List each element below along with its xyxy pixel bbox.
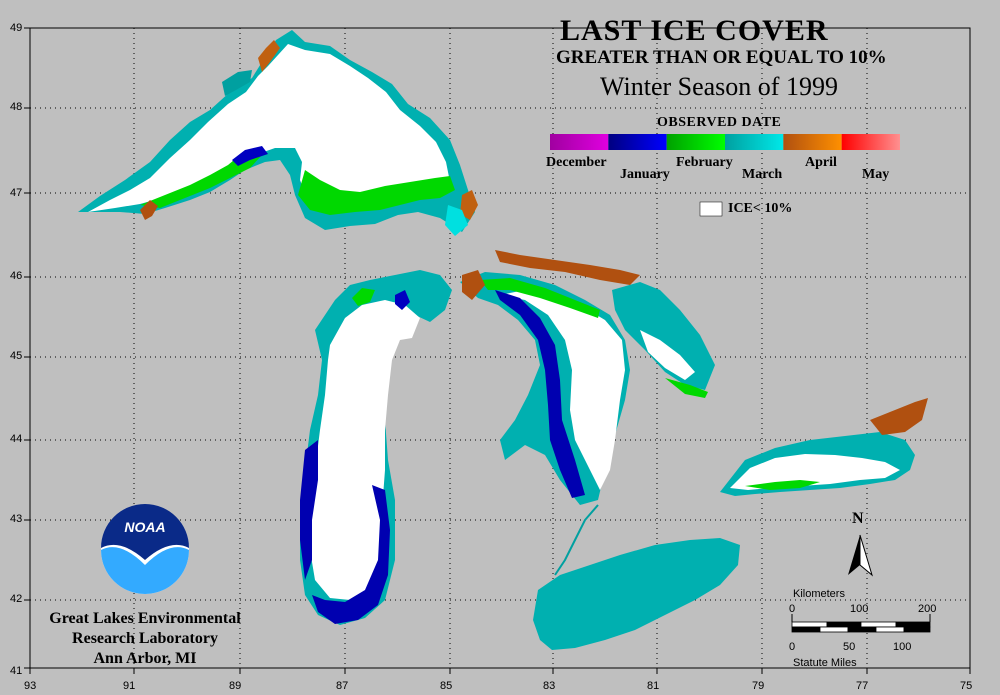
lon-label: 93 bbox=[24, 680, 37, 692]
season-label: Winter Season of 1999 bbox=[600, 72, 838, 101]
north-arrow bbox=[848, 534, 873, 577]
scale-km-tick: 200 bbox=[918, 603, 937, 615]
lake-ontario bbox=[720, 398, 928, 496]
scale-km-tick: 100 bbox=[850, 603, 869, 615]
detroit-river bbox=[554, 504, 599, 576]
lat-label: 46 bbox=[10, 270, 23, 282]
lat-label: 45 bbox=[10, 350, 23, 362]
ice-lt10-label: ICE< 10% bbox=[728, 201, 793, 216]
scale-mi-tick: 50 bbox=[843, 641, 856, 653]
legend-month-march: March bbox=[742, 167, 783, 182]
lon-label: 81 bbox=[647, 680, 660, 692]
lon-label: 85 bbox=[440, 680, 453, 692]
legend-month-december: December bbox=[546, 155, 607, 170]
legend-swatch-january bbox=[608, 134, 667, 150]
legend-heading: OBSERVED DATE bbox=[657, 115, 782, 130]
credit-line-3: Ann Arbor, MI bbox=[93, 650, 197, 667]
lake-michigan bbox=[300, 270, 452, 625]
scale-km-tick: 0 bbox=[789, 603, 796, 615]
lat-label: 42 bbox=[10, 593, 23, 605]
legend-month-may: May bbox=[862, 167, 890, 182]
legend-swatch-may bbox=[841, 134, 900, 150]
legend-swatch-april bbox=[783, 134, 842, 150]
legend-month-february: February bbox=[676, 155, 733, 170]
scale-bar bbox=[791, 614, 931, 633]
lon-label: 91 bbox=[123, 680, 136, 692]
lon-label: 75 bbox=[960, 680, 973, 692]
lat-label: 41 bbox=[10, 665, 23, 677]
scale-mi-tick: 100 bbox=[893, 641, 912, 653]
map-title: LAST ICE COVER bbox=[560, 14, 829, 47]
lat-label: 44 bbox=[10, 433, 23, 445]
lon-label: 89 bbox=[229, 680, 242, 692]
lat-label: 47 bbox=[10, 187, 23, 199]
observed-date-color-bar bbox=[550, 134, 900, 150]
legend-month-april: April bbox=[805, 155, 837, 170]
noaa-logo-text: NOAA bbox=[124, 519, 165, 535]
lake-huron bbox=[460, 250, 715, 505]
legend-swatch-february bbox=[666, 134, 725, 150]
scale-km-label: Kilometers bbox=[793, 588, 845, 600]
lat-label: 43 bbox=[10, 513, 23, 525]
lon-label: 83 bbox=[543, 680, 556, 692]
ice-lt10-swatch bbox=[699, 201, 723, 217]
noaa-logo: NOAA bbox=[101, 504, 189, 594]
lon-label: 77 bbox=[856, 680, 869, 692]
credit-line-2: Research Laboratory bbox=[72, 630, 218, 647]
legend-month-january: January bbox=[620, 167, 670, 182]
lat-label: 48 bbox=[10, 101, 23, 113]
lake-superior bbox=[78, 30, 478, 236]
scale-mi-label: Statute Miles bbox=[793, 657, 857, 669]
scale-mi-tick: 0 bbox=[789, 641, 796, 653]
lon-label: 87 bbox=[336, 680, 349, 692]
legend-swatch-march bbox=[725, 134, 784, 150]
north-label: N bbox=[852, 510, 864, 527]
map-subtitle: GREATER THAN OR EQUAL TO 10% bbox=[556, 47, 887, 68]
legend-swatch-december bbox=[550, 134, 609, 150]
lon-label: 79 bbox=[752, 680, 765, 692]
lat-label: 49 bbox=[10, 22, 23, 34]
lake-erie bbox=[533, 538, 740, 650]
credit-line-1: Great Lakes Environmental bbox=[49, 610, 241, 627]
axis-ticks bbox=[24, 27, 971, 674]
